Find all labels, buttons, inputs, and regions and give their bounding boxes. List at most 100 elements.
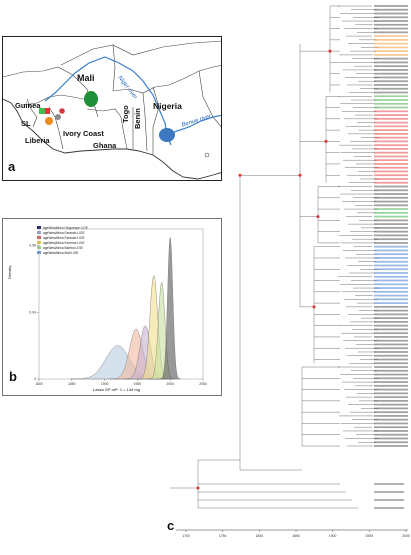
taxon-label: [374, 16, 408, 19]
taxon-label: [374, 117, 408, 120]
legend-label: ageWestAfrica Faranah LIGE: [43, 235, 85, 240]
taxon-label: [374, 298, 408, 301]
nigeria-region-marker: [159, 128, 175, 142]
taxon-label: [374, 362, 408, 365]
taxon-label: [374, 193, 408, 195]
x-axis-label: Lassa GP mP: 1 = 144 mg: [93, 387, 140, 392]
taxon-label: [374, 223, 408, 226]
panel-b-letter: b: [9, 369, 17, 384]
taxon-label: [374, 302, 408, 304]
taxon-label: [374, 238, 408, 241]
taxon-label: [374, 5, 408, 7]
island-outline: [204, 152, 210, 158]
taxon-label: [374, 125, 408, 128]
taxon-label: [374, 174, 408, 177]
label-ghana: Ghana: [93, 141, 117, 150]
panel-c-letter: c: [167, 518, 175, 533]
density-chart-panel: ageWestAfrica Dinguiraye LIGE ageWestAfri…: [2, 218, 222, 396]
label-togo: Togo: [121, 105, 130, 123]
taxon-label: [374, 441, 408, 444]
x-tick-label: 2050: [199, 382, 207, 386]
taxon-label: [374, 313, 408, 316]
taxon-label: [374, 178, 408, 180]
taxon-label: [374, 253, 408, 256]
node-support-dot: [196, 486, 200, 490]
phylogenetic-tree-panel: 1700 1750 1800 1850 1900 1950 2000 c: [167, 0, 411, 550]
taxon-label: [374, 287, 408, 289]
taxon-label: [374, 50, 408, 53]
taxon-label: [374, 430, 408, 432]
taxon-label: [374, 31, 408, 34]
legend-label: ageWestAfrica Bamba LIGE: [43, 245, 83, 250]
niger-river-path: [44, 56, 172, 146]
legend-label: ageWestAfrica Kenema LIGE: [43, 240, 85, 245]
taxon-label: [374, 242, 408, 244]
taxon-label: [374, 381, 408, 383]
taxon-label: [374, 422, 408, 425]
taxon-label: [374, 23, 408, 26]
taxon-label: [374, 426, 408, 429]
taxon-label: [374, 499, 404, 501]
y-axis-label: Density: [7, 265, 12, 279]
taxon-label: [374, 328, 408, 331]
guinea-red-marker: [45, 108, 50, 114]
taxon-label: [374, 268, 408, 271]
taxon-label: [374, 507, 404, 509]
taxon-label: [374, 148, 408, 150]
taxon-label: [374, 189, 408, 192]
node-support-dot: [324, 139, 328, 143]
y-tick-label: 0.04: [29, 310, 36, 314]
taxon-label: [374, 275, 408, 278]
taxon-label: [374, 445, 408, 447]
time-tick-label: 1750: [219, 534, 227, 538]
taxon-label: [374, 305, 408, 308]
taxon-label: [374, 339, 408, 342]
node-support-dot: [312, 305, 316, 309]
taxon-label: [374, 53, 408, 56]
coastline: [3, 98, 221, 180]
x-tick-label: 1950: [134, 382, 142, 386]
taxon-label: [374, 358, 408, 361]
map-panel: Mali Guinea SL Liberia Ivory Coast Ghana…: [2, 36, 222, 181]
density-chart: 1800 1850 1900 1950 2000 2050 0.08 0.04 0: [29, 228, 207, 386]
label-ivory-coast: Ivory Coast: [63, 129, 104, 138]
tree-branches: [170, 5, 379, 509]
time-tick-label: 1900: [329, 534, 337, 538]
time-tick-label: 2000: [402, 534, 410, 538]
taxon-label: [374, 204, 408, 207]
taxon-label: [374, 354, 408, 357]
taxon-label: [374, 69, 408, 71]
density-curve: [159, 236, 181, 380]
taxon-label: [374, 170, 408, 173]
taxon-label: [374, 84, 408, 86]
taxon-label: [374, 388, 408, 391]
taxon-label: [374, 309, 408, 312]
x-tick-label: 1850: [68, 382, 76, 386]
taxon-label: [374, 20, 408, 22]
legend-label: ageWestAfrica Mali LIGE: [43, 250, 79, 255]
taxon-label: [374, 72, 408, 75]
time-tick-label: 1850: [292, 534, 300, 538]
taxon-label: [374, 95, 408, 98]
taxon-label: [374, 260, 408, 263]
taxon-label: [374, 185, 408, 188]
taxon-label: [374, 264, 408, 267]
taxon-label: [374, 12, 408, 15]
taxon-label: [374, 121, 408, 124]
legend-swatch: [37, 226, 41, 229]
node-support-dot: [298, 173, 302, 177]
taxon-label: [374, 317, 408, 320]
taxon-label: [374, 151, 408, 154]
taxon-label: [374, 106, 408, 109]
mali-region-marker: [84, 91, 98, 107]
taxon-label: [374, 65, 408, 68]
node-support-dot: [328, 49, 332, 53]
taxon-label: [374, 42, 408, 45]
taxon-label: [374, 114, 408, 116]
taxon-label: [374, 61, 408, 64]
taxon-label: [374, 272, 408, 274]
y-tick-label: 0: [34, 377, 36, 381]
x-tick-label: 1800: [35, 382, 43, 386]
x-tick-label: 1900: [101, 382, 109, 386]
taxon-label: [374, 129, 408, 132]
